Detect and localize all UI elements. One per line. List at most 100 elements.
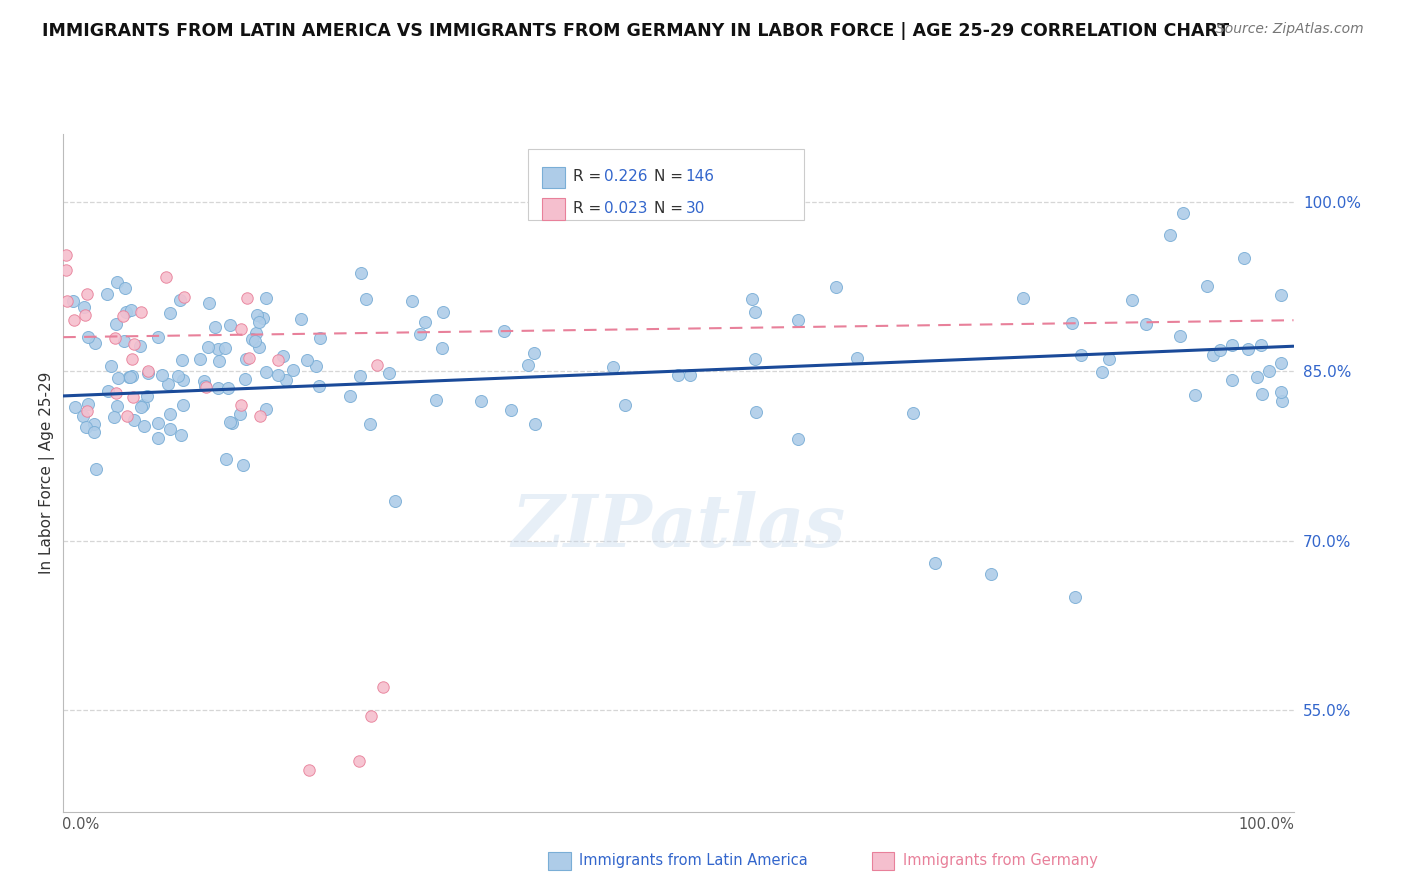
Point xyxy=(274,373,297,387)
Point xyxy=(290,311,312,326)
Point xyxy=(1098,351,1121,366)
Point xyxy=(271,349,294,363)
Point xyxy=(75,308,97,322)
Point xyxy=(924,556,946,570)
Point xyxy=(246,308,269,322)
Point xyxy=(1171,206,1194,220)
Point xyxy=(744,351,766,366)
Point xyxy=(111,309,134,323)
Point xyxy=(602,359,624,374)
Point xyxy=(1063,590,1085,604)
Point xyxy=(409,326,432,341)
Point xyxy=(238,351,260,365)
Point xyxy=(232,458,254,472)
Point xyxy=(84,461,107,475)
Point xyxy=(83,425,105,440)
Point xyxy=(235,351,257,366)
Point xyxy=(1012,291,1035,305)
Point xyxy=(221,417,243,431)
Point xyxy=(122,390,145,404)
Point xyxy=(347,754,370,768)
Text: 30: 30 xyxy=(686,201,704,216)
Point xyxy=(155,269,177,284)
Point xyxy=(136,389,159,403)
Point xyxy=(1246,370,1268,384)
Point xyxy=(118,370,141,384)
Point xyxy=(1270,385,1292,400)
Point xyxy=(247,340,270,354)
Text: Immigrants from Latin America: Immigrants from Latin America xyxy=(579,854,808,868)
Point xyxy=(1250,387,1272,401)
Point xyxy=(208,354,231,368)
Point xyxy=(77,330,100,344)
Point xyxy=(903,406,925,420)
Point xyxy=(1270,356,1292,370)
Point xyxy=(105,386,128,401)
Point xyxy=(159,407,181,421)
Point xyxy=(1121,293,1143,308)
Point xyxy=(169,293,191,308)
Point xyxy=(218,318,240,332)
Point xyxy=(104,331,127,345)
Point xyxy=(77,397,100,411)
Point xyxy=(146,330,169,344)
Point xyxy=(845,351,868,365)
Text: R =: R = xyxy=(574,169,606,184)
Point xyxy=(354,293,377,307)
Point xyxy=(120,303,142,318)
Point xyxy=(172,398,194,412)
Point xyxy=(1233,251,1256,265)
Point xyxy=(159,422,181,436)
Point xyxy=(679,368,702,382)
Point xyxy=(432,305,454,319)
Point xyxy=(107,371,129,385)
Point xyxy=(197,340,219,354)
Point xyxy=(236,291,259,305)
Point xyxy=(245,326,267,341)
Point xyxy=(97,384,120,398)
Point xyxy=(366,359,388,373)
Text: 146: 146 xyxy=(686,169,714,184)
Point xyxy=(1220,373,1243,387)
Point xyxy=(786,313,808,327)
Text: 0.023: 0.023 xyxy=(605,201,647,216)
Point xyxy=(65,400,87,414)
Point xyxy=(1250,338,1272,352)
Point xyxy=(132,399,155,413)
Point xyxy=(204,319,226,334)
Point xyxy=(267,368,290,383)
Point xyxy=(744,305,766,319)
Point xyxy=(115,305,138,319)
Point xyxy=(249,315,271,329)
Point xyxy=(83,417,105,432)
Point xyxy=(1220,337,1243,351)
Point xyxy=(219,415,242,429)
Point xyxy=(1160,228,1182,243)
Point xyxy=(170,353,193,368)
Point xyxy=(195,380,218,394)
Point xyxy=(114,281,136,295)
Point xyxy=(136,364,159,378)
Point xyxy=(413,315,436,329)
Point xyxy=(254,402,277,417)
Text: Immigrants from Germany: Immigrants from Germany xyxy=(903,854,1098,868)
Point xyxy=(243,334,266,348)
Point xyxy=(254,365,277,379)
Text: IMMIGRANTS FROM LATIN AMERICA VS IMMIGRANTS FROM GERMANY IN LABOR FORCE | AGE 25: IMMIGRANTS FROM LATIN AMERICA VS IMMIGRA… xyxy=(42,22,1229,40)
Point xyxy=(157,377,180,392)
Point xyxy=(267,353,290,368)
Point xyxy=(193,374,215,388)
Point xyxy=(215,451,238,466)
Text: N =: N = xyxy=(654,169,689,184)
Point xyxy=(214,341,236,355)
Point xyxy=(150,368,173,383)
Point xyxy=(229,407,252,421)
Point xyxy=(309,331,332,345)
Point xyxy=(229,322,252,336)
Point xyxy=(256,292,278,306)
Point xyxy=(105,399,128,413)
Point xyxy=(522,346,544,360)
Point xyxy=(132,418,155,433)
Point xyxy=(129,304,152,318)
Point xyxy=(298,763,321,777)
